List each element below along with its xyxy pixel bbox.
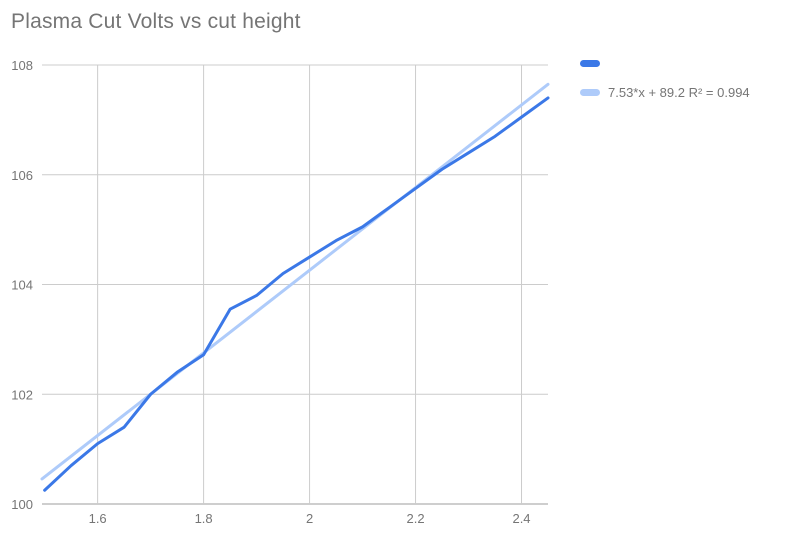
y-tick-label: 102 [11,387,33,402]
x-tick-label: 1.6 [89,511,107,526]
y-tick-label: 106 [11,168,33,183]
legend-item-series[interactable] [580,56,750,70]
y-tick-label: 100 [11,497,33,512]
chart-title: Plasma Cut Volts vs cut height [11,10,301,33]
y-tick-label: 104 [11,278,33,293]
x-tick-label: 1.8 [195,511,213,526]
x-tick-label: 2.4 [512,511,530,526]
legend: 7.53*x + 89.2 R² = 0.994 [580,56,750,114]
trendline-series [40,82,550,481]
x-tick-label: 2 [306,511,313,526]
trendline-swatch [580,88,600,96]
y-tick-label: 108 [11,58,33,73]
legend-item-trendline[interactable]: 7.53*x + 89.2 R² = 0.994 [580,84,750,100]
data-series-line [43,96,550,492]
trendline-legend-label: 7.53*x + 89.2 R² = 0.994 [608,84,750,100]
series-swatch [580,59,600,67]
x-tick-label: 2.2 [407,511,425,526]
